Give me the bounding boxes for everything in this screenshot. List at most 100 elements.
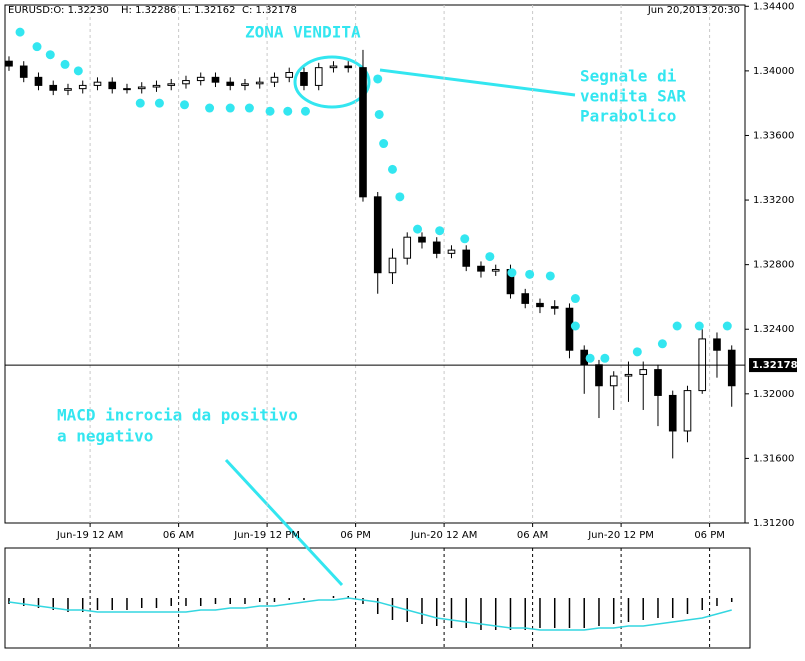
candle-body: [241, 83, 249, 86]
candle-body: [536, 302, 544, 308]
sar-dot: [507, 268, 517, 278]
annotation: vendita SAR: [580, 87, 686, 106]
candle-body: [226, 81, 235, 86]
candle-body: [491, 268, 500, 272]
annotation: Segnale di: [580, 67, 677, 86]
candle-body: [211, 76, 220, 83]
sar-dot: [283, 106, 293, 116]
candle-body: [654, 369, 662, 396]
candle-body: [182, 80, 190, 85]
candle-body: [624, 373, 633, 377]
x-tick-label: Jun-19 12 AM: [56, 530, 124, 541]
y-tick-label: 1.31200: [753, 518, 794, 529]
annotation: ZONA VENDITA: [245, 23, 361, 42]
sar-dot: [374, 109, 384, 119]
candle-body: [270, 76, 279, 83]
candle-body: [565, 307, 574, 351]
sar-dot: [545, 271, 555, 281]
sar-dot: [45, 50, 55, 60]
sar-dot: [570, 321, 580, 331]
header-high: H: 1.32286: [121, 5, 176, 16]
sar-dot: [60, 59, 70, 69]
candle-body: [639, 369, 648, 375]
sar-dot: [600, 353, 610, 363]
candle-body: [713, 338, 721, 351]
candle-body: [152, 84, 161, 88]
candle-body: [5, 60, 13, 67]
y-tick-label: 1.34000: [753, 66, 794, 77]
main-frame: [4, 4, 746, 524]
y-tick-label: 1.32000: [753, 389, 794, 400]
candle-body: [432, 241, 441, 254]
sar-dot: [244, 103, 254, 113]
candle-body: [314, 67, 323, 86]
sar-dot: [672, 321, 682, 331]
sar-dot: [694, 321, 704, 331]
candle-body: [78, 84, 87, 90]
candle-body: [285, 71, 294, 78]
candle-body: [34, 76, 43, 86]
header-datetime: Jun 20,2013 20:30: [647, 5, 740, 16]
candle-body: [93, 81, 102, 86]
sar-dot: [395, 192, 405, 202]
candle-body: [137, 86, 146, 90]
candle-body: [373, 196, 382, 274]
sar-dot: [379, 139, 389, 149]
y-tick-label: 1.32800: [753, 260, 794, 271]
candle-body: [344, 65, 353, 69]
macd-frame: [4, 547, 751, 649]
last-price-box: [749, 358, 797, 373]
candle-body: [477, 265, 485, 272]
candle-body: [123, 88, 131, 91]
candle-body: [403, 236, 412, 259]
header-close: C: 1.32178: [242, 5, 297, 16]
sar-dot: [32, 42, 42, 52]
candle-body: [64, 88, 72, 91]
y-tick-label: 1.34400: [753, 1, 794, 12]
x-tick-label: 06 PM: [340, 530, 371, 541]
x-tick-label: 06 PM: [694, 530, 725, 541]
candle-body: [668, 394, 677, 432]
sar-dot: [135, 98, 145, 108]
arrow-line: [379, 68, 576, 97]
sar-dot: [460, 234, 470, 244]
candle-body: [329, 65, 338, 69]
candle-body: [388, 257, 397, 274]
sar-dot: [485, 252, 495, 262]
candle-body: [462, 249, 471, 267]
sar-dot: [15, 27, 25, 37]
y-tick-label: 1.32400: [753, 324, 794, 335]
candle-body: [447, 249, 456, 254]
x-tick-label: 06 AM: [517, 530, 548, 541]
candle-body: [359, 67, 367, 198]
y-tick-label: 1.33600: [753, 130, 794, 141]
candle-body: [595, 364, 603, 387]
sar-dot: [570, 294, 580, 304]
zone-ellipse: [293, 55, 371, 109]
x-tick-label: Jun-20 12 AM: [410, 530, 478, 541]
candle-body: [418, 236, 426, 243]
annotation: Parabolico: [580, 107, 676, 126]
sar-dot: [154, 98, 164, 108]
x-tick-label: 06 AM: [163, 530, 194, 541]
signal-line: [8, 597, 732, 631]
sar-dot: [585, 353, 595, 363]
sar-dot: [205, 103, 215, 113]
sar-dot: [525, 269, 535, 279]
sar-dot: [413, 224, 423, 234]
candle-body: [19, 65, 28, 78]
sar-dot: [632, 347, 642, 357]
sar-dot: [180, 100, 190, 110]
sar-dot: [657, 339, 667, 349]
sar-dot: [373, 74, 383, 84]
candle-body: [521, 293, 530, 304]
annotation: a negativo: [57, 427, 153, 446]
candle-body: [49, 84, 58, 91]
header-symbol: EURUSD:O: 1.32230: [8, 5, 109, 16]
x-tick-label: Jun-19 12 PM: [233, 530, 300, 541]
annotation: MACD incrocia da positivo: [57, 406, 298, 425]
x-tick-label: Jun-20 12 PM: [587, 530, 654, 541]
candle-body: [167, 83, 176, 86]
y-tick-label: 1.33200: [753, 195, 794, 206]
